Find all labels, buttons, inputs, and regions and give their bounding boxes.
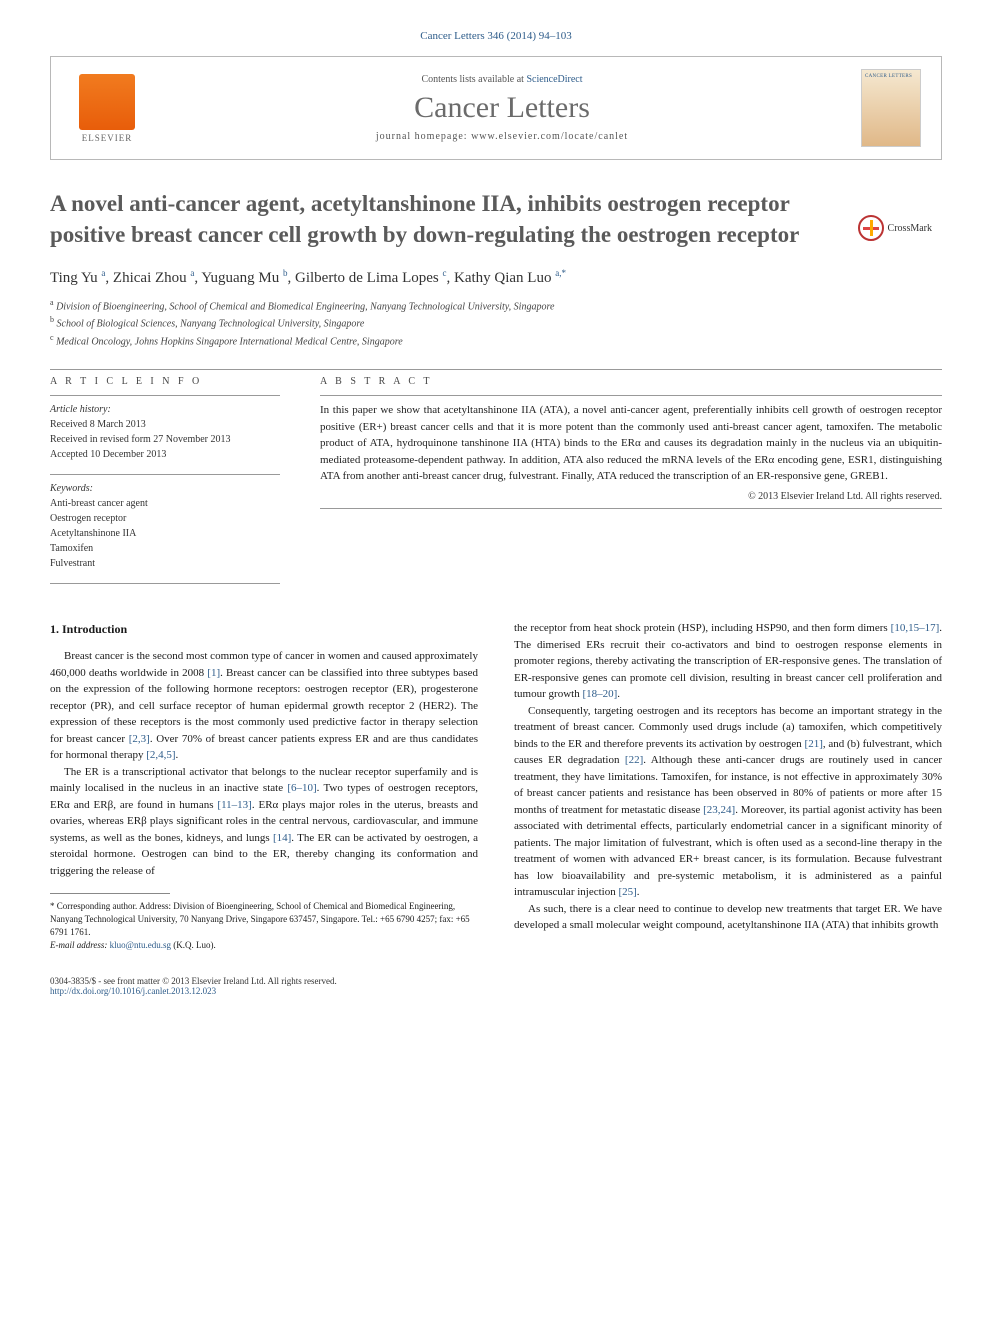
divider [320, 395, 942, 396]
body-columns: 1. Introduction Breast cancer is the sec… [50, 620, 942, 952]
crossmark-icon [858, 215, 884, 241]
paragraph: As such, there is a clear need to contin… [514, 901, 942, 934]
keyword: Anti-breast cancer agent [50, 496, 280, 511]
affiliations: a Division of Bioengineering, School of … [50, 297, 942, 349]
divider [50, 395, 280, 396]
accepted-date: Accepted 10 December 2013 [50, 447, 280, 462]
citation-link[interactable]: [18–20] [582, 688, 617, 700]
citation-link[interactable]: [25] [618, 886, 636, 898]
header-center: Contents lists available at ScienceDirec… [143, 74, 861, 142]
citation-link[interactable]: [6–10] [287, 782, 316, 794]
corresponding-email-link[interactable]: kluo@ntu.edu.sg [110, 940, 171, 950]
elsevier-logo[interactable]: ELSEVIER [71, 69, 143, 147]
affiliation-line: a Division of Bioengineering, School of … [50, 297, 942, 314]
divider [320, 508, 942, 509]
abstract-text: In this paper we show that acetyltanshin… [320, 402, 942, 485]
citation-link[interactable]: [10,15–17] [891, 622, 940, 634]
homepage-url[interactable]: www.elsevier.com/locate/canlet [471, 131, 628, 142]
body-column-right: the receptor from heat shock protein (HS… [514, 620, 942, 952]
keyword: Tamoxifen [50, 541, 280, 556]
keywords-block: Keywords: Anti-breast cancer agentOestro… [50, 481, 280, 571]
contents-line: Contents lists available at ScienceDirec… [143, 74, 861, 85]
journal-title: Cancer Letters [143, 91, 861, 125]
divider [50, 369, 942, 370]
email-footnote: E-mail address: kluo@ntu.edu.sg (K.Q. Lu… [50, 939, 478, 952]
history-label: Article history: [50, 402, 280, 417]
citation-link[interactable]: [1] [207, 667, 220, 679]
journal-reference: Cancer Letters 346 (2014) 94–103 [50, 30, 942, 42]
paragraph: The ER is a transcriptional activator th… [50, 764, 478, 880]
email-suffix: (K.Q. Luo). [171, 940, 216, 950]
bottom-bar: 0304-3835/$ - see front matter © 2013 El… [50, 976, 942, 996]
divider [50, 474, 280, 475]
contents-prefix: Contents lists available at [421, 74, 526, 85]
sciencedirect-link[interactable]: ScienceDirect [526, 74, 582, 85]
keywords-label: Keywords: [50, 481, 280, 496]
body-column-left: 1. Introduction Breast cancer is the sec… [50, 620, 478, 952]
citation-link[interactable]: [2,4,5] [146, 749, 175, 761]
citation-link[interactable]: [11–13] [217, 799, 251, 811]
doi-link[interactable]: http://dx.doi.org/10.1016/j.canlet.2013.… [50, 986, 216, 996]
paragraph: Consequently, targeting oestrogen and it… [514, 703, 942, 901]
keyword: Fulvestrant [50, 556, 280, 571]
elsevier-tree-icon [79, 74, 135, 130]
abstract-heading: A B S T R A C T [320, 376, 942, 387]
abstract-column: A B S T R A C T In this paper we show th… [320, 376, 942, 590]
section-heading: 1. Introduction [50, 620, 478, 638]
affiliation-line: c Medical Oncology, Johns Hopkins Singap… [50, 332, 942, 349]
journal-header: ELSEVIER Contents lists available at Sci… [50, 56, 942, 160]
citation-link[interactable]: [23,24] [703, 804, 735, 816]
revised-date: Received in revised form 27 November 201… [50, 432, 280, 447]
article-info-heading: A R T I C L E I N F O [50, 376, 280, 387]
citation-link[interactable]: [21] [805, 738, 823, 750]
citation-link[interactable]: [22] [625, 754, 643, 766]
info-abstract-row: A R T I C L E I N F O Article history: R… [50, 376, 942, 590]
paragraph: Breast cancer is the second most common … [50, 648, 478, 764]
article-history: Article history: Received 8 March 2013 R… [50, 402, 280, 462]
journal-homepage: journal homepage: www.elsevier.com/locat… [143, 131, 861, 142]
article-title: A novel anti-cancer agent, acetyltanshin… [50, 188, 810, 250]
homepage-prefix: journal homepage: [376, 131, 471, 142]
corresponding-author-footnote: * Corresponding author. Address: Divisio… [50, 900, 478, 939]
article-info-column: A R T I C L E I N F O Article history: R… [50, 376, 280, 590]
affiliation-line: b School of Biological Sciences, Nanyang… [50, 314, 942, 331]
publisher-name: ELSEVIER [82, 133, 133, 143]
crossmark-label: CrossMark [888, 223, 932, 234]
footnote-separator [50, 893, 170, 894]
front-matter-line: 0304-3835/$ - see front matter © 2013 El… [50, 976, 942, 986]
citation-link[interactable]: [2,3] [129, 733, 150, 745]
received-date: Received 8 March 2013 [50, 417, 280, 432]
author-list: Ting Yu a, Zhicai Zhou a, Yuguang Mu b, … [50, 268, 942, 287]
abstract-copyright: © 2013 Elsevier Ireland Ltd. All rights … [320, 491, 942, 502]
keyword: Oestrogen receptor [50, 511, 280, 526]
journal-cover-thumbnail[interactable] [861, 69, 921, 147]
divider [50, 583, 280, 584]
paragraph: the receptor from heat shock protein (HS… [514, 620, 942, 703]
keyword: Acetyltanshinone IIA [50, 526, 280, 541]
email-label: E-mail address: [50, 940, 110, 950]
citation-link[interactable]: [14] [273, 832, 291, 844]
crossmark-badge[interactable]: CrossMark [858, 215, 932, 241]
